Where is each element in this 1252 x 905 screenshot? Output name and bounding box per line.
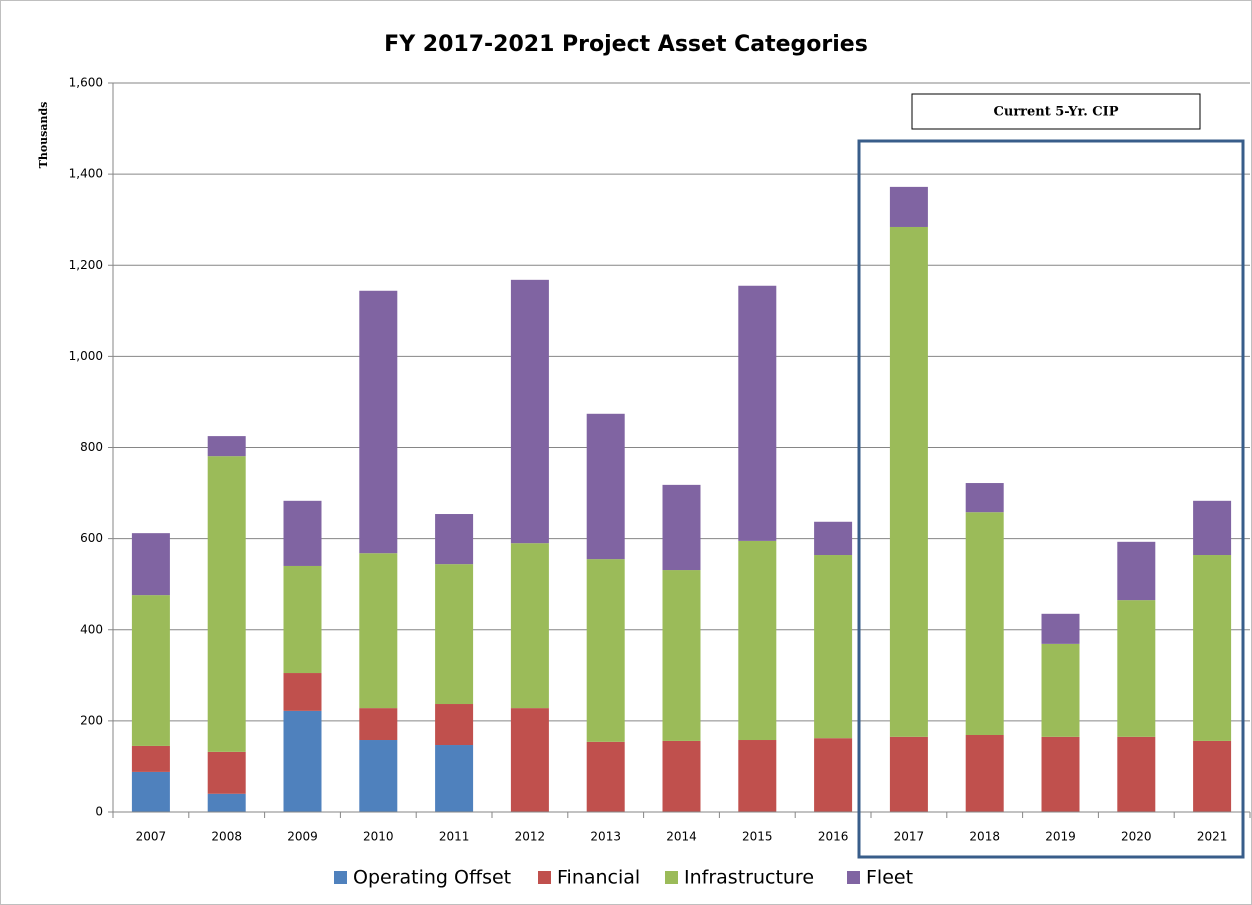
bar-segment [1193,500,1232,556]
bar-segment [1193,555,1232,741]
x-tick-label: 2019 [1045,830,1076,844]
legend-swatch [538,871,551,884]
bar-segment [359,553,398,709]
bar-segment [435,745,474,812]
bar-segment [662,740,701,812]
x-tick-label: 2011 [439,830,470,844]
bar-segment [283,673,322,711]
x-tick-label: 2015 [742,830,773,844]
bar-segment [435,704,474,746]
bar-segment [586,559,625,742]
bar-segment [965,512,1004,735]
y-tick-label: 1,200 [69,258,103,272]
y-tick-label: 1,600 [69,76,103,90]
x-tick-label: 2017 [894,830,925,844]
bar-segment [965,734,1004,812]
legend-label: Financial [557,867,640,889]
annotation-box [911,93,1201,130]
bar-segment [1117,736,1156,812]
bar-segment [359,740,398,812]
bar-segment [510,279,549,544]
bar-segment [586,413,625,560]
legend-label: Fleet [866,867,913,889]
y-axis-label: Thousands [37,102,50,169]
bar-segment [510,708,549,812]
y-tick-label: 1,000 [69,349,103,363]
bar-segment [662,484,701,571]
y-tick-label: 800 [80,440,103,454]
bar-segment [283,565,322,674]
legend-label: Infrastructure [684,867,814,889]
bar-segment [738,740,777,812]
bar-segment [435,514,474,565]
bar-segment [1193,740,1232,812]
bar-segment [359,290,398,554]
bar-segment [283,500,322,566]
bar-segment [889,186,928,227]
x-tick-label: 2010 [363,830,394,844]
x-tick-label: 2020 [1121,830,1152,844]
x-tick-label: 2021 [1197,830,1228,844]
plot-area: 0 200 400 600 800 1,000 1,200 1,400 1,600 2007 200… [69,76,1251,889]
bar-segment [738,540,777,741]
x-tick-label: 2009 [287,830,318,844]
bar-segment [207,793,246,812]
bar-segment [814,521,853,556]
bar-segment [435,564,474,705]
bar-segment [207,751,246,794]
bar-segment [131,771,170,812]
bar-segment [889,226,928,737]
bar-segment [1117,541,1156,601]
bar-segment [586,741,625,812]
legend-swatch [847,871,860,884]
x-tick-label: 2013 [590,830,621,844]
bar-segment [207,456,246,752]
bar-segment [738,285,777,541]
bar-segment [131,745,170,772]
chart-title: FY 2017-2021 Project Asset Categories [384,32,868,57]
y-tick-label: 200 [80,713,103,727]
bar-segment [1041,643,1080,737]
bar-segment [131,595,170,746]
bar-segment [662,570,701,741]
bar-segment [965,483,1004,513]
bar-segment [131,533,170,596]
y-tick-label: 0 [95,805,103,819]
x-tick-label: 2014 [666,830,697,844]
x-tick-label: 2007 [136,830,167,844]
x-tick-label: 2008 [211,830,242,844]
x-tick-label: 2018 [969,830,1000,844]
bar-segment [889,736,928,812]
y-tick-label: 600 [80,531,103,545]
legend-swatch [665,871,678,884]
legend-label: Operating Offset [353,867,511,889]
bar-segment [1041,736,1080,812]
bar-segment [207,436,246,457]
bar-segment [359,708,398,741]
legend-swatch [334,871,347,884]
annotation: Current 5-Yr. CIP [994,105,1119,120]
x-tick-label: 2012 [515,830,546,844]
bar-segment [1117,600,1156,737]
bar-segment [814,738,853,812]
x-tick-label: 2016 [818,830,849,844]
bar-segment [1041,613,1080,644]
y-tick-label: 400 [80,622,103,636]
highlight-box [857,139,1245,859]
bar-segment [510,543,549,709]
bar-segment [283,710,322,812]
bar-segment [814,555,853,739]
y-tick-label: 1,400 [69,167,103,181]
